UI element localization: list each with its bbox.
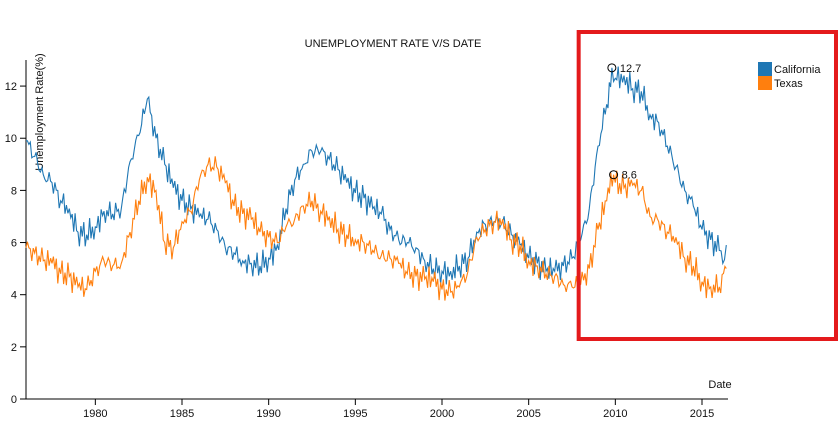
x-tick-label: 2015 — [690, 408, 714, 420]
y-tick-label: 6 — [11, 238, 17, 250]
highlight-box — [576, 30, 839, 341]
legend-label-texas: Texas — [774, 78, 803, 90]
legend-label-california: California — [774, 64, 821, 76]
axes: 0 2 4 6 8 10 12 1980 1985 1990 1995 2000 2005 2010 201… — [5, 60, 728, 420]
peak-annotations: 12.7 8.6 — [607, 63, 641, 182]
legend-swatch-california — [758, 62, 772, 76]
y-tick-label: 12 — [5, 81, 17, 93]
x-tick-label: 2005 — [516, 408, 540, 420]
legend-swatch-texas — [758, 76, 772, 90]
series-line-california — [26, 66, 727, 285]
chart-title: UNEMPLOYMENT RATE V/S DATE — [305, 38, 482, 50]
y-tick-label: 4 — [11, 290, 17, 302]
y-axis-label: Unemployment Rate(%) — [34, 53, 46, 170]
y-tick-label: 8 — [11, 185, 17, 197]
y-tick-label: 0 — [11, 394, 17, 406]
x-tick-label: 1980 — [83, 408, 107, 420]
legend: California Texas — [758, 62, 821, 90]
x-axis-label: Date — [708, 379, 731, 391]
x-tick-label: 1990 — [256, 408, 280, 420]
peak-marker-california — [607, 63, 617, 73]
x-tick-label: 2010 — [603, 408, 627, 420]
x-tick-label: 1985 — [170, 408, 194, 420]
y-tick-label: 2 — [11, 342, 17, 354]
series-lines — [25, 66, 727, 301]
peak-label-texas: 8.6 — [622, 170, 637, 182]
x-tick-label: 1995 — [343, 408, 367, 420]
peak-label-california: 12.7 — [620, 63, 641, 75]
x-tick-label: 2000 — [430, 408, 454, 420]
peak-marker-texas — [609, 170, 619, 180]
series-line-texas — [25, 156, 727, 301]
y-tick-label: 10 — [5, 133, 17, 145]
